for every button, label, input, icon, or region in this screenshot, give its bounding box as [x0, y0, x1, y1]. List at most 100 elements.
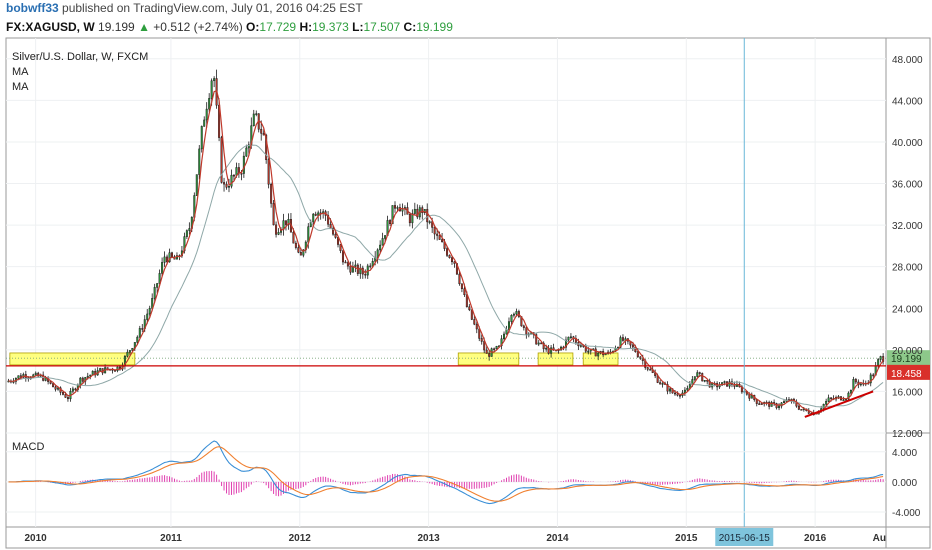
- candle: [361, 265, 364, 279]
- macd-tick-label: -4.000: [892, 508, 921, 519]
- candle: [446, 246, 449, 257]
- candle: [339, 244, 342, 254]
- candle: [661, 381, 664, 388]
- support-zone-box[interactable]: [537, 352, 574, 366]
- candle: [332, 225, 335, 236]
- highlight-boxes: [9, 352, 619, 366]
- candle: [775, 402, 778, 410]
- candle: [245, 144, 248, 157]
- candle: [341, 250, 344, 265]
- candle: [495, 345, 498, 350]
- legend-ma-1[interactable]: MA: [12, 66, 29, 78]
- candle: [284, 220, 287, 231]
- time-tick-label: 2011: [160, 533, 182, 544]
- macd-legend[interactable]: MACD: [12, 441, 45, 453]
- candle: [198, 145, 201, 180]
- time-tick-label: 2015: [675, 533, 698, 544]
- candle: [493, 347, 496, 352]
- macd-tick-label: 4.000: [892, 448, 917, 459]
- candle: [138, 325, 141, 340]
- candle: [693, 376, 696, 382]
- candle: [49, 381, 52, 385]
- price-tick-label: 28.000: [892, 263, 923, 274]
- candle: [416, 204, 419, 220]
- candle: [267, 157, 270, 189]
- candle: [639, 356, 642, 360]
- crosshair-date-label: 2015-06-15: [715, 528, 774, 546]
- candle: [376, 248, 379, 264]
- price-tick-label: 16.000: [892, 387, 923, 398]
- candle: [225, 181, 228, 190]
- legend-ma-2[interactable]: MA: [12, 81, 29, 93]
- candle: [460, 283, 463, 293]
- candle: [785, 397, 788, 402]
- candle: [421, 205, 424, 220]
- candle: [257, 113, 260, 133]
- candle: [123, 354, 126, 370]
- candle: [237, 162, 240, 178]
- svg-text:19.199: 19.199: [891, 354, 922, 365]
- candle: [364, 269, 367, 279]
- candle: [825, 398, 828, 407]
- price-tick-label: 36.000: [892, 180, 923, 191]
- line-price-badge: 18.458: [887, 364, 930, 380]
- candle: [426, 203, 429, 229]
- time-tick-label: Au: [873, 533, 886, 544]
- candle: [252, 109, 255, 127]
- candle: [156, 283, 159, 293]
- candle: [755, 399, 758, 407]
- candle: [512, 312, 515, 318]
- candle: [148, 305, 151, 318]
- candle: [94, 368, 97, 378]
- candle: [141, 324, 144, 332]
- candle: [560, 345, 563, 351]
- candle: [294, 240, 297, 250]
- candle: [540, 342, 543, 345]
- candle: [522, 324, 525, 331]
- candle: [188, 222, 191, 235]
- candle: [852, 376, 855, 391]
- price-tick-label: 12.000: [892, 429, 923, 440]
- low-label: L:: [352, 20, 364, 34]
- support-zone-box[interactable]: [9, 352, 136, 366]
- time-axis[interactable]: 2010 2011 2012 2013 2014 2015 2016 Au: [25, 533, 886, 544]
- support-zone-box[interactable]: [582, 352, 619, 366]
- candle: [208, 93, 211, 112]
- candle: [683, 387, 686, 396]
- candle: [270, 182, 273, 208]
- chart-border: [5, 37, 931, 549]
- support-zone-box[interactable]: [457, 352, 520, 366]
- publisher-bar: bobwff33 published on TradingView.com, J…: [0, 0, 932, 16]
- candle: [537, 340, 540, 347]
- macd-pane: 4.000 0.000 -4.000: [6, 440, 921, 519]
- candle: [500, 335, 503, 350]
- candle: [324, 209, 327, 222]
- price-tick-label: 48.000: [892, 55, 923, 66]
- trend-line[interactable]: [804, 390, 874, 418]
- quote-bar: FX:XAGUSD, W 19.199 ▲ +0.512 (+2.74%) O:…: [0, 18, 932, 36]
- candle: [99, 367, 102, 371]
- candle: [411, 209, 414, 229]
- candle: [272, 199, 275, 226]
- svg-text:2015-06-15: 2015-06-15: [719, 533, 771, 544]
- candles: [7, 69, 885, 416]
- legend-title[interactable]: Silver/U.S. Dollar, W, FXCM: [12, 51, 149, 63]
- candle: [428, 220, 431, 225]
- price-axis[interactable]: 48.000 44.000 40.000 36.000 32.000 28.000 24.0…: [892, 55, 923, 440]
- candle: [168, 248, 171, 263]
- candle: [389, 219, 392, 226]
- candle: [708, 378, 711, 388]
- price-tick-label: 32.000: [892, 221, 923, 232]
- candle: [34, 371, 37, 376]
- candle: [403, 205, 406, 216]
- ma-fast-line: [8, 89, 884, 415]
- author-link[interactable]: bobwff33: [6, 1, 59, 15]
- time-tick-label: 2010: [25, 533, 48, 544]
- candle: [778, 403, 781, 411]
- candle: [297, 243, 300, 254]
- candle: [314, 211, 317, 217]
- time-tick-label: 2012: [289, 533, 312, 544]
- candle: [163, 251, 166, 267]
- time-tick-label: 2014: [546, 533, 569, 544]
